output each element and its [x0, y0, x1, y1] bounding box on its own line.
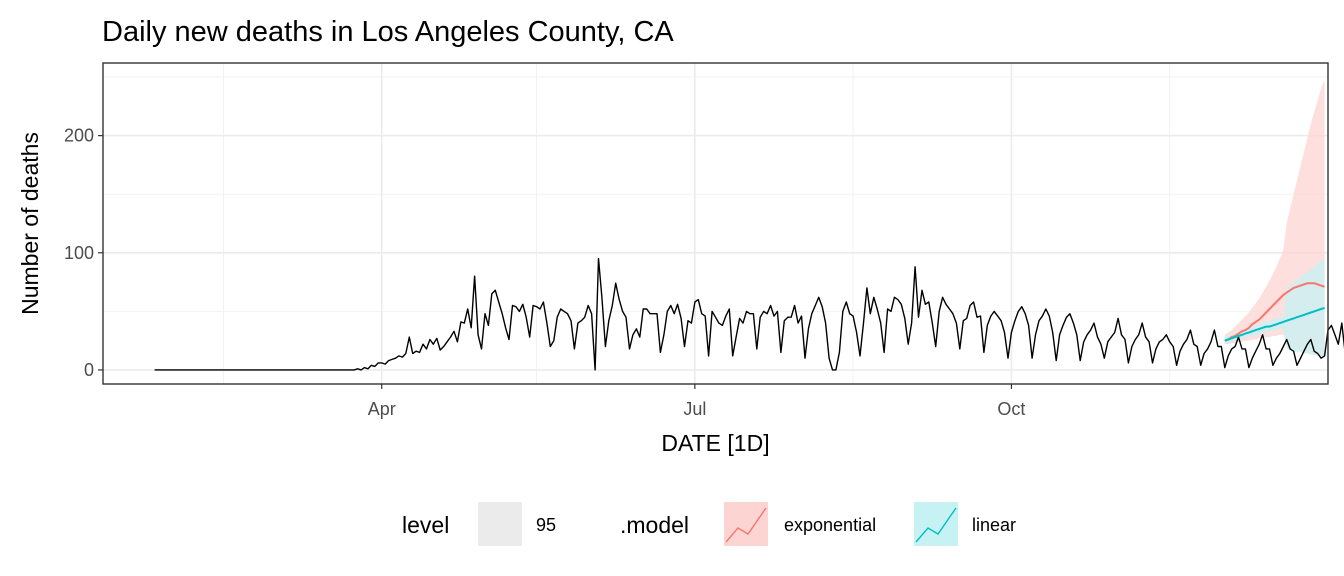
- legend-label-linear: linear: [972, 515, 1016, 535]
- legend-key-fill: [724, 502, 768, 546]
- series-line-observed: [154, 257, 1344, 371]
- plot-panel: [103, 63, 1328, 384]
- y-tick-label: 200: [64, 126, 94, 146]
- axes: 0 100 200 Apr Jul Oct: [64, 126, 1025, 419]
- x-axis-title: DATE [1D]: [661, 430, 769, 456]
- legend-label-exponential: exponential: [784, 515, 876, 535]
- series-line-linear: [1224, 306, 1325, 342]
- legend: level 95 .model exponential linear: [402, 502, 1016, 546]
- series-lines: [154, 257, 1344, 371]
- x-tick-label: Oct: [997, 399, 1025, 419]
- y-tick-label: 100: [64, 243, 94, 263]
- legend-label-level: 95: [536, 515, 556, 535]
- x-tick-label: Jul: [683, 399, 706, 419]
- legend-title-model: .model: [620, 512, 689, 538]
- legend-key-linear: [914, 502, 958, 546]
- legend-key-line: [725, 507, 767, 543]
- y-axis-title: Number of deaths: [17, 132, 43, 315]
- y-tick-label: 0: [84, 360, 94, 380]
- legend-key-line: [915, 507, 957, 543]
- chart-title: Daily new deaths in Los Angeles County, …: [102, 16, 674, 48]
- plot-border: [102, 62, 1329, 385]
- legend-key-level: [478, 502, 522, 546]
- legend-key-fill: [914, 502, 958, 546]
- legend-title-level: level: [402, 512, 449, 538]
- x-tick-label: Apr: [368, 399, 396, 419]
- series-line-exponential: [1224, 282, 1325, 342]
- legend-key-exponential: [724, 502, 768, 546]
